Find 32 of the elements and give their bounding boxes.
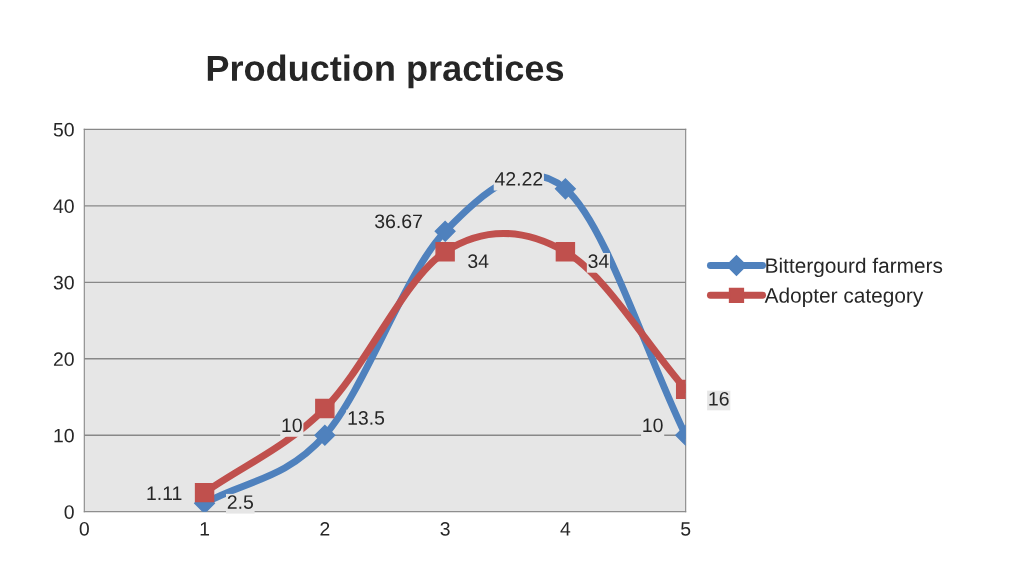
x-tick-label: 5 [681, 522, 691, 536]
legend-label: Adopter category [764, 287, 924, 307]
data-label: 42.22 [494, 171, 543, 186]
y-tick-label: 10 [54, 428, 74, 443]
y-tick-label: 20 [53, 352, 74, 367]
data-label: 34 [468, 254, 489, 269]
data-label: 34 [588, 254, 609, 269]
x-tick-label: 1 [200, 522, 210, 536]
y-tick-label: 30 [53, 275, 74, 290]
data-label: 10 [282, 418, 302, 433]
x-tick-label: 0 [79, 521, 89, 536]
x-tick-label: 2 [320, 521, 330, 536]
x-tick-label: 3 [440, 521, 450, 536]
point [554, 178, 576, 200]
data-label: 36.67 [374, 214, 422, 229]
y-tick-label: 0 [64, 505, 74, 519]
data-label: 1.11 [147, 486, 182, 500]
data-label: 16 [709, 391, 729, 406]
point [314, 424, 336, 446]
x-tick-label: 4 [560, 522, 571, 536]
data-label: 10 [643, 418, 663, 433]
data-label: 13.5 [348, 411, 385, 425]
point [315, 398, 335, 419]
y-tick-label: 50 [53, 122, 74, 137]
point [435, 242, 455, 262]
point [194, 482, 215, 503]
chart-title: Production practices [207, 54, 564, 89]
y-tick-label: 40 [53, 199, 74, 214]
data-label: 2.5 [227, 495, 254, 509]
point [434, 220, 456, 242]
legend-label: Bittergourd farmers [766, 257, 943, 278]
point [555, 242, 576, 262]
